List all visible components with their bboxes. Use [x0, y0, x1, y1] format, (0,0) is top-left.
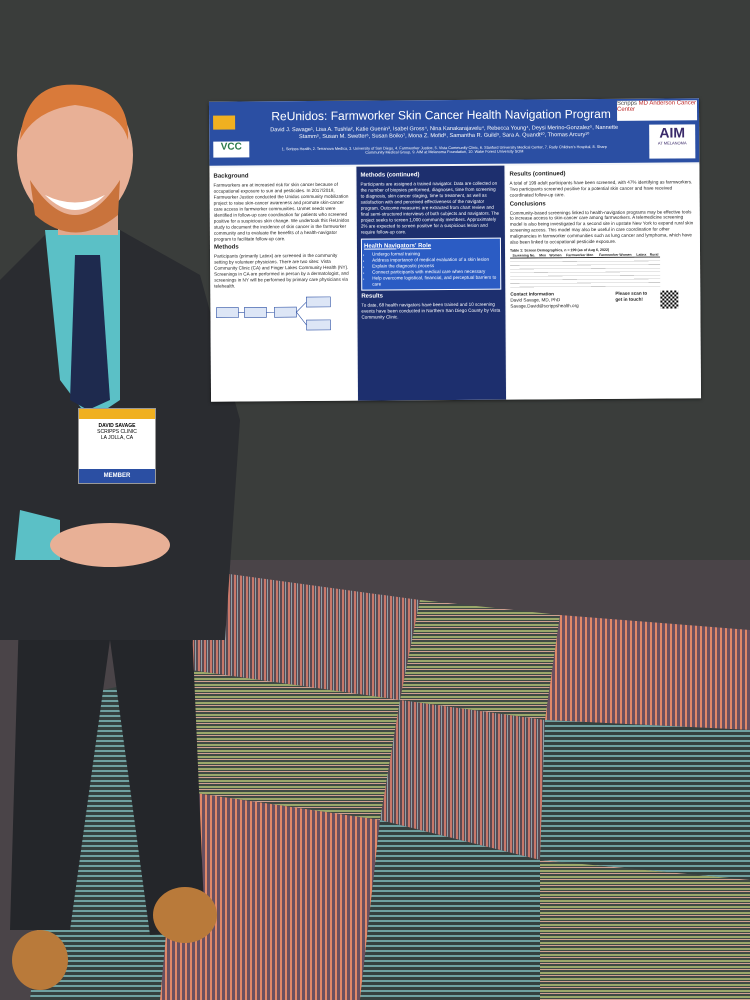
aim-logo: AIM AT MELANOMA — [649, 124, 696, 159]
badge-name: DAVID SAVAGE — [98, 423, 136, 429]
name-badge: DAVID SAVAGE SCRIPPS CLINIC LA JOLLA, CA… — [78, 408, 156, 484]
right-column: Results (continued) A total of 199 adult… — [505, 164, 702, 400]
flow-diagram — [216, 296, 331, 331]
contact: Contact Information David Savage, MD, Ph… — [510, 290, 696, 310]
heading: Methods (continued) — [360, 172, 420, 179]
paragraph: Participants (primarily Latinx) are scre… — [214, 253, 349, 289]
heading: Health Navigators' Role — [363, 242, 432, 250]
heading: Methods — [213, 244, 239, 252]
scan-text: Please scan to get in touch! — [615, 291, 648, 303]
middle-column: Methods (continued) Participants are ass… — [356, 165, 507, 401]
paragraph: Participants are assigned a trained navi… — [360, 180, 500, 235]
heading: Results (continued) — [509, 171, 566, 178]
aim-text: AIM — [659, 124, 686, 141]
sponsor-logos: Scripps MD Anderson Cancer Center — [616, 100, 698, 121]
paragraph: Community-based screenings linked to hea… — [509, 208, 694, 245]
poster-affiliations: 1. Scripps Health, 2. Terranova Medica, … — [281, 144, 607, 155]
table-header-cell: Men — [537, 253, 548, 259]
vcc-logo: VCC — [213, 141, 250, 158]
navigator-box: Health Navigators' Role Undergo formal t… — [360, 237, 502, 291]
qr-code — [660, 290, 679, 309]
left-column: Background Farmworkers are at increased … — [209, 166, 358, 402]
paragraph: A total of 199 adult participants have b… — [509, 179, 693, 198]
paragraph: Farmworkers are at increased risk for sk… — [213, 181, 350, 242]
navigator-list: Undergo formal trainingAddress importanc… — [364, 251, 498, 288]
logo — [213, 115, 236, 130]
navigator-item: Help overcome logistical, financial, and… — [372, 275, 498, 288]
table-header-cell: Farmworker Men — [563, 252, 597, 259]
heading: Results — [361, 293, 384, 300]
badge-org: SCRIPPS CLINIC — [97, 429, 137, 435]
table-rows — [510, 257, 661, 290]
paragraph: To date, 68 health navigators have been … — [361, 301, 501, 320]
badge-band — [79, 409, 155, 419]
badge-city: LA JOLLA, CA — [100, 435, 134, 441]
poster-title: ReUnidos: Farmworker Skin Cancer Health … — [271, 106, 611, 124]
table-header-cell: Rural — [648, 252, 661, 258]
table-header-cell: Latinx — [634, 252, 649, 258]
badge-type: MEMBER — [79, 469, 155, 483]
table-header-cell: Farmworker Women — [596, 252, 635, 258]
poster-header: VCC ReUnidos: Farmworker Skin Cancer Hea… — [208, 98, 700, 166]
table-header-cell: Women — [547, 253, 564, 259]
table-header-cell: Screening No. — [510, 253, 538, 259]
heading: Background — [213, 173, 249, 180]
poster: VCC ReUnidos: Farmworker Skin Cancer Hea… — [208, 98, 702, 402]
heading: Conclusions — [509, 201, 546, 208]
carpet-tiles — [30, 570, 750, 1000]
poster-authors: David J. Savage¹, Lisa A. Tushla², Katie… — [270, 124, 619, 141]
aim-sub: AT MELANOMA — [657, 140, 687, 146]
